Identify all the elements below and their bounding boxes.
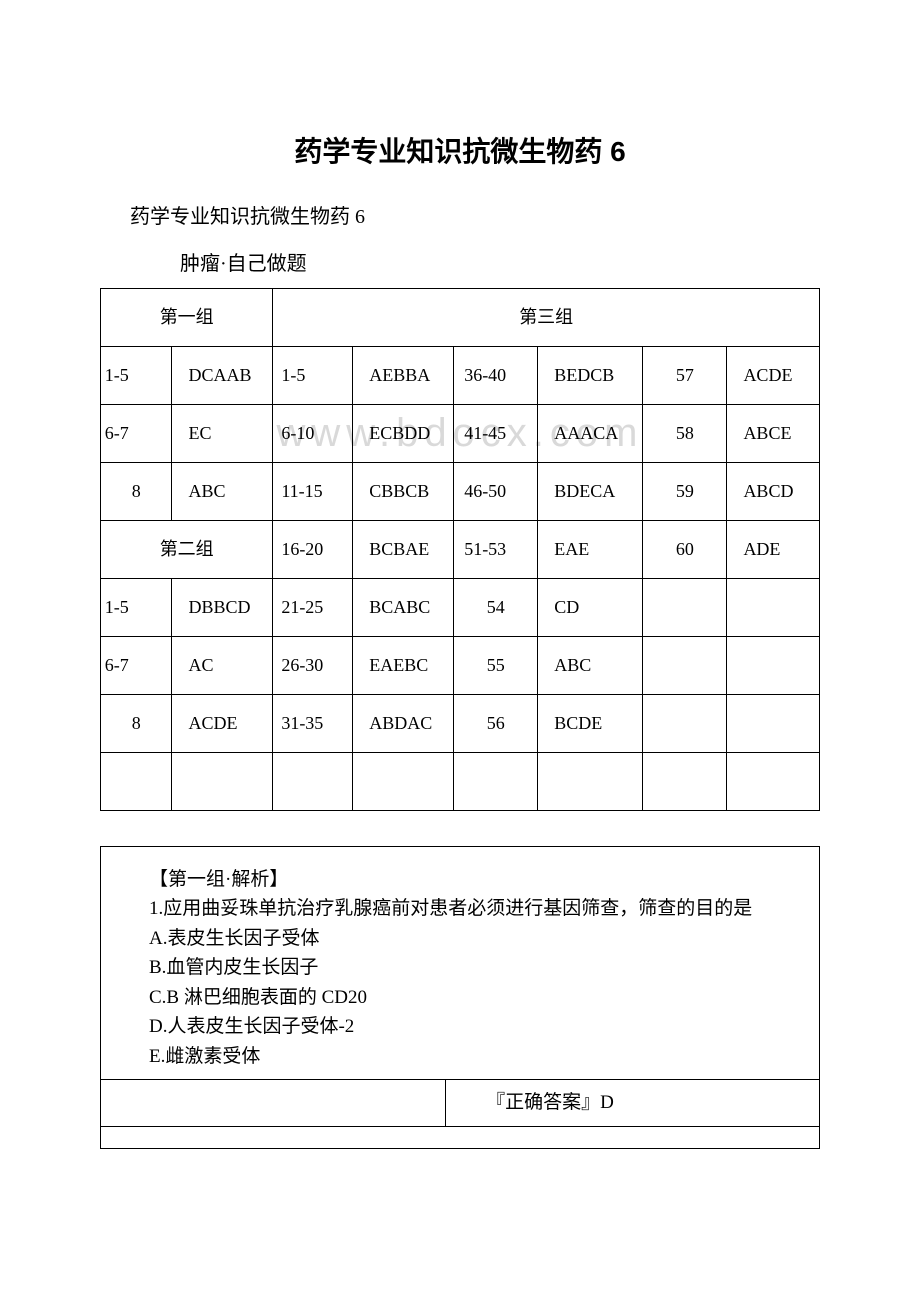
group-header: 第二组: [101, 521, 273, 579]
cell-ans: ABDAC: [353, 695, 454, 753]
cell-ans: ECBDD: [353, 405, 454, 463]
group-header: 第一组: [101, 289, 273, 347]
cell-ans: BCABC: [353, 579, 454, 637]
cell-ans: AAACA: [538, 405, 643, 463]
cell-ans: ABCD: [727, 463, 820, 521]
table-row: 1-5 DBBCD 21-25 BCABC 54 CD: [101, 579, 820, 637]
table-row: 【第一组·解析】 1.应用曲妥珠单抗治疗乳腺癌前对患者必须进行基因筛查，筛查的目…: [101, 847, 820, 1080]
cell-ans: CBBCB: [353, 463, 454, 521]
table-row: 第二组 16-20 BCBAE 51-53 EAE 60 ADE: [101, 521, 820, 579]
cell-empty: [727, 637, 820, 695]
page-title: 药学专业知识抗微生物药 6: [100, 130, 820, 170]
table-row: 8 ABC 11-15 CBBCB 46-50 BDECA 59 ABCD: [101, 463, 820, 521]
cell-empty: [643, 579, 727, 637]
cell-empty: [727, 753, 820, 811]
cell-empty: [727, 695, 820, 753]
question-header: 【第一组·解析】: [111, 865, 809, 894]
table-row: [101, 1126, 820, 1148]
cell-num: 16-20: [273, 521, 353, 579]
question-stem: 1.应用曲妥珠单抗治疗乳腺癌前对患者必须进行基因筛查，筛查的目的是: [111, 894, 809, 923]
section-label: 肿瘤·自己做题: [180, 247, 820, 276]
cell-empty: [727, 579, 820, 637]
cell-ans: ACDE: [727, 347, 820, 405]
cell-num: 41-45: [454, 405, 538, 463]
answer-cell: 『正确答案』D: [446, 1080, 820, 1126]
question-option: D.人表皮生长因子受体-2: [111, 1012, 809, 1041]
cell-num: 6-7: [101, 405, 172, 463]
cell-num: 57: [643, 347, 727, 405]
cell-num: 6-7: [101, 637, 172, 695]
cell-empty: [273, 753, 353, 811]
cell-num: 46-50: [454, 463, 538, 521]
cell-empty: [454, 753, 538, 811]
table-row: 8 ACDE 31-35 ABDAC 56 BCDE: [101, 695, 820, 753]
table-row: 第一组 第三组: [101, 289, 820, 347]
cell-ans: AC: [172, 637, 273, 695]
cell-ans: BCDE: [538, 695, 643, 753]
table-row: [101, 753, 820, 811]
cell-empty: [353, 753, 454, 811]
cell-num: 58: [643, 405, 727, 463]
cell-num: 54: [454, 579, 538, 637]
cell-ans: BDECA: [538, 463, 643, 521]
question-option: E.雌激素受体: [111, 1042, 809, 1071]
question-cell: 【第一组·解析】 1.应用曲妥珠单抗治疗乳腺癌前对患者必须进行基因筛查，筛查的目…: [101, 847, 820, 1080]
cell-empty: [643, 753, 727, 811]
question-option: B.血管内皮生长因子: [111, 953, 809, 982]
cell-num: 1-5: [101, 347, 172, 405]
cell-ans: DCAAB: [172, 347, 273, 405]
cell-ans: ACDE: [172, 695, 273, 753]
cell-num: 6-10: [273, 405, 353, 463]
cell-num: 21-25: [273, 579, 353, 637]
cell-ans: EAE: [538, 521, 643, 579]
cell-ans: EAEBC: [353, 637, 454, 695]
cell-num: 1-5: [101, 579, 172, 637]
answer-key-table: 第一组 第三组 1-5 DCAAB 1-5 AEBBA 36-40 BEDCB …: [100, 288, 820, 811]
cell-ans: BCBAE: [353, 521, 454, 579]
cell-empty: [643, 695, 727, 753]
cell-empty: [172, 753, 273, 811]
cell-empty: [643, 637, 727, 695]
cell-ans: ABCE: [727, 405, 820, 463]
cell-ans: EC: [172, 405, 273, 463]
question-option: C.B 淋巴细胞表面的 CD20: [111, 983, 809, 1012]
cell-empty: [538, 753, 643, 811]
cell-empty: [101, 753, 172, 811]
cell-ans: ADE: [727, 521, 820, 579]
table-row: 6-7 AC 26-30 EAEBC 55 ABC: [101, 637, 820, 695]
question-option: A.表皮生长因子受体: [111, 924, 809, 953]
table-row: 『正确答案』D: [101, 1080, 820, 1126]
cell-num: 55: [454, 637, 538, 695]
cell-ans: BEDCB: [538, 347, 643, 405]
cell-empty: [101, 1126, 820, 1148]
table-row: 1-5 DCAAB 1-5 AEBBA 36-40 BEDCB 57 ACDE: [101, 347, 820, 405]
cell-num: 8: [101, 695, 172, 753]
cell-num: 8: [101, 463, 172, 521]
table-row: 6-7 EC 6-10 ECBDD 41-45 AAACA 58 ABCE: [101, 405, 820, 463]
cell-ans: AEBBA: [353, 347, 454, 405]
cell-num: 31-35: [273, 695, 353, 753]
subtitle: 药学专业知识抗微生物药 6: [130, 200, 820, 229]
cell-num: 1-5: [273, 347, 353, 405]
cell-num: 51-53: [454, 521, 538, 579]
cell-num: 60: [643, 521, 727, 579]
cell-num: 59: [643, 463, 727, 521]
cell-ans: CD: [538, 579, 643, 637]
question-box: 【第一组·解析】 1.应用曲妥珠单抗治疗乳腺癌前对患者必须进行基因筛查，筛查的目…: [100, 846, 820, 1149]
cell-num: 36-40: [454, 347, 538, 405]
answer-left-cell: [101, 1080, 446, 1126]
document-page: 药学专业知识抗微生物药 6 药学专业知识抗微生物药 6 肿瘤·自己做题 第一组 …: [0, 0, 920, 1209]
cell-num: 11-15: [273, 463, 353, 521]
group-header: 第三组: [273, 289, 820, 347]
cell-ans: ABC: [538, 637, 643, 695]
cell-ans: ABC: [172, 463, 273, 521]
cell-num: 56: [454, 695, 538, 753]
cell-num: 26-30: [273, 637, 353, 695]
cell-ans: DBBCD: [172, 579, 273, 637]
